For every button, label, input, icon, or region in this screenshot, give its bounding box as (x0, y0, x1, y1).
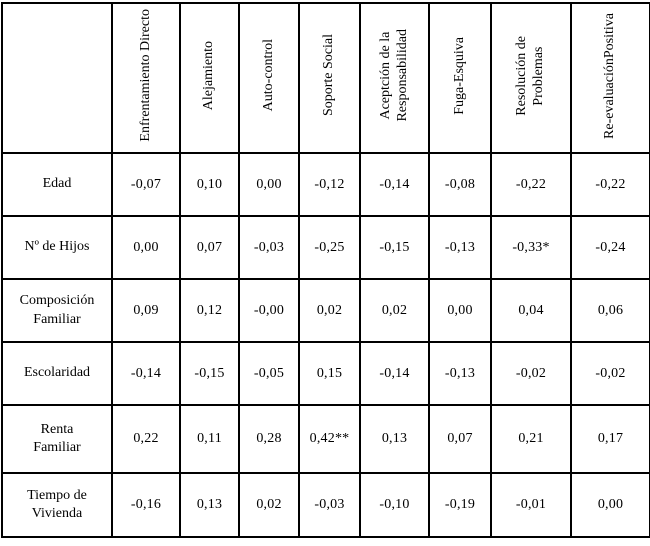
value-cell: 0,02 (298, 278, 361, 343)
value-cell: 0,13 (359, 404, 430, 474)
value-cell: 0,07 (179, 215, 240, 280)
table-row: Tiempo de Vivienda -0,16 0,13 0,02 -0,03 -0,1… (1, 472, 650, 538)
value-cell: 0,00 (111, 215, 181, 280)
column-header-label: Enfrentamiento Directo (137, 9, 153, 142)
table-row: Nº de Hijos 0,00 0,07 -0,03 -0,25 -0,15 -0,13-… (1, 215, 650, 280)
value-cell: -0,19 (428, 472, 492, 538)
column-header-label: Resolución de Problemas (514, 35, 546, 116)
value-cell: -0,02 (570, 341, 650, 406)
value-cell: -0,13 (428, 341, 492, 406)
row-label: Edad (1, 152, 113, 217)
corner-cell (1, 2, 113, 154)
column-header: Alejamiento (179, 2, 240, 154)
value-cell: 0,22 (111, 404, 181, 474)
value-cell: 0,09 (111, 278, 181, 343)
row-label: Nº de Hijos (1, 215, 113, 280)
column-header-label: Soporte Social (321, 34, 337, 117)
column-header-label: Auto-control (260, 39, 276, 112)
value-cell: 0,17 (570, 404, 650, 474)
value-cell: -0,07 (111, 152, 181, 217)
column-header-label: Aceptción de la Responsabilidad (377, 29, 410, 122)
column-header: Soporte Social (298, 2, 361, 154)
value-cell: -0,16 (111, 472, 181, 538)
value-cell: -0,03 (238, 215, 300, 280)
value-cell: 0,15 (298, 341, 361, 406)
value-cell: -0,25 (298, 215, 361, 280)
row-label: Renta Familiar (1, 404, 113, 474)
value-cell: 0,10 (179, 152, 240, 217)
value-cell: -0,15 (359, 215, 430, 280)
value-cell: -0,33* (490, 215, 572, 280)
value-cell: -0,03 (298, 472, 361, 538)
value-cell: 0,07 (428, 404, 492, 474)
value-cell: -0,13 (428, 215, 492, 280)
row-label: Composición Familiar (1, 278, 113, 343)
value-cell: -0,14 (359, 341, 430, 406)
value-cell: 0,00 (428, 278, 492, 343)
column-header: Resolución de Problemas (490, 2, 572, 154)
table-body: Edad -0,07 0,10 0,00 -0,12 -0,14 -0,08 -0,22 -0,… (1, 152, 650, 538)
value-cell: -0,00 (238, 278, 300, 343)
column-header: Auto-control (238, 2, 300, 154)
value-cell: 0,02 (238, 472, 300, 538)
table-row: Renta Familiar 0,22 0,11 0,28 0,42** 0,13 0,07… (1, 404, 650, 474)
value-cell: 0,12 (179, 278, 240, 343)
value-cell: 0,11 (179, 404, 240, 474)
header-row: Enfrentamiento Directo Alejamiento Auto-co… (1, 2, 650, 154)
value-cell: 0,21 (490, 404, 572, 474)
column-header: Fuga-Esquiva (428, 2, 492, 154)
value-cell: 0,42** (298, 404, 361, 474)
value-cell: -0,10 (359, 472, 430, 538)
table-row: Edad -0,07 0,10 0,00 -0,12 -0,14 -0,08 -0,22 -0,… (1, 152, 650, 217)
value-cell: 0,13 (179, 472, 240, 538)
value-cell: -0,24 (570, 215, 650, 280)
value-cell: 0,04 (490, 278, 572, 343)
value-cell: -0,22 (570, 152, 650, 217)
column-header-label: Re-evaluaciónPositiva (602, 12, 618, 139)
value-cell: -0,22 (490, 152, 572, 217)
value-cell: 0,28 (238, 404, 300, 474)
row-label: Escolaridad (1, 341, 113, 406)
value-cell: -0,01 (490, 472, 572, 538)
table-row: Composición Familiar 0,09 0,12 -0,00 0,02 0,0… (1, 278, 650, 343)
value-cell: -0,12 (298, 152, 361, 217)
value-cell: 0,02 (359, 278, 430, 343)
column-header: Enfrentamiento Directo (111, 2, 181, 154)
row-label: Tiempo de Vivienda (1, 472, 113, 538)
value-cell: -0,02 (490, 341, 572, 406)
column-header-label: Fuga-Esquiva (451, 36, 467, 115)
value-cell: -0,15 (179, 341, 240, 406)
value-cell: -0,14 (111, 341, 181, 406)
value-cell: -0,08 (428, 152, 492, 217)
column-header: Aceptción de la Responsabilidad (359, 2, 430, 154)
column-header: Re-evaluaciónPositiva (570, 2, 650, 154)
value-cell: -0,14 (359, 152, 430, 217)
column-header-label: Alejamiento (201, 40, 217, 111)
table-row: Escolaridad -0,14 -0,15 -0,05 0,15 -0,14 -0,13… (1, 341, 650, 406)
value-cell: 0,00 (570, 472, 650, 538)
value-cell: -0,05 (238, 341, 300, 406)
value-cell: 0,00 (238, 152, 300, 217)
value-cell: 0,06 (570, 278, 650, 343)
